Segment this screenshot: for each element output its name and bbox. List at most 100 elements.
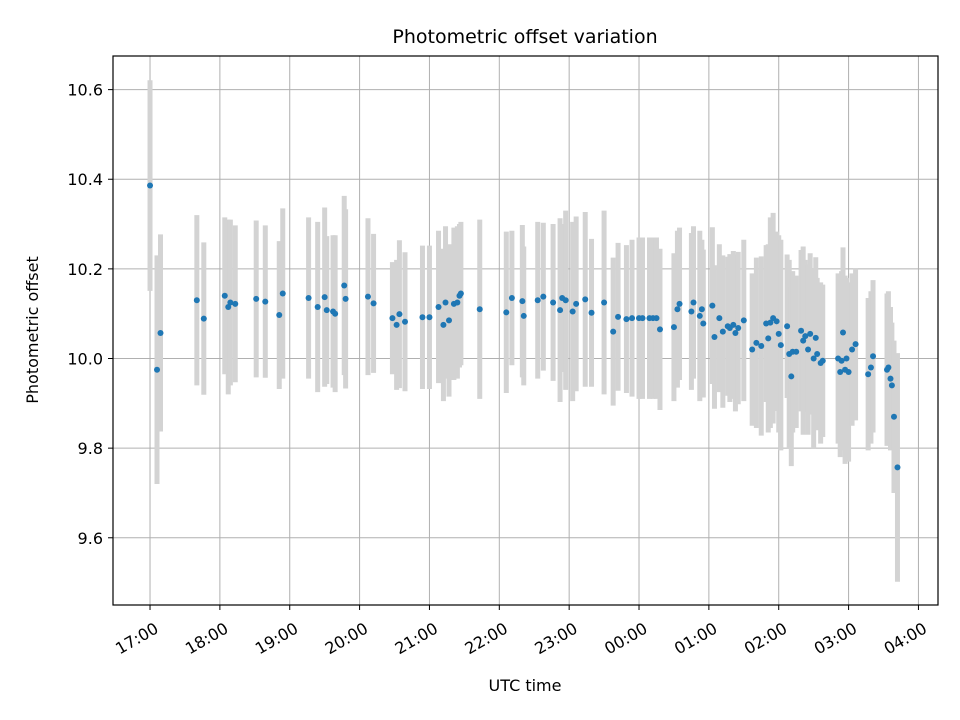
- data-point: [802, 333, 809, 340]
- data-point: [807, 330, 814, 337]
- data-point: [639, 315, 646, 322]
- data-point: [442, 299, 449, 306]
- y-tick-label: 9.6: [78, 529, 103, 548]
- data-point: [154, 366, 161, 373]
- data-point: [788, 373, 795, 380]
- data-point: [870, 353, 877, 360]
- data-point: [711, 333, 718, 340]
- data-point: [221, 292, 228, 299]
- data-point: [573, 300, 580, 307]
- data-point: [519, 298, 526, 305]
- data-point: [157, 329, 164, 336]
- y-tick-label: 10.4: [67, 170, 103, 189]
- data-point: [777, 342, 784, 349]
- data-point: [193, 297, 200, 304]
- data-point: [690, 299, 697, 306]
- y-axis-label: Photometric offset: [23, 256, 42, 404]
- data-point: [716, 315, 723, 322]
- y-tick-label: 10.0: [67, 350, 103, 369]
- data-point: [696, 312, 703, 319]
- data-point: [894, 464, 901, 471]
- data-point: [700, 320, 707, 327]
- data-point: [550, 299, 557, 306]
- y-tick-label: 10.6: [67, 81, 103, 100]
- data-point: [370, 300, 377, 307]
- data-point: [393, 321, 400, 328]
- data-point: [476, 306, 483, 313]
- y-axis-ticks: 9.6 9.8 10.0 10.2 10.4 10.6: [67, 81, 113, 548]
- plot-frame: [112, 55, 939, 606]
- data-point: [719, 328, 726, 335]
- data-point: [396, 311, 403, 318]
- data-point: [253, 295, 260, 302]
- data-point: [419, 314, 426, 321]
- data-point: [147, 182, 154, 189]
- chart-title: Photometric offset variation: [392, 26, 657, 48]
- data-point: [440, 321, 447, 328]
- data-point: [758, 342, 765, 349]
- data-point: [457, 290, 464, 297]
- data-point: [227, 299, 234, 306]
- data-point: [837, 368, 844, 375]
- data-point: [765, 335, 772, 342]
- data-point: [656, 326, 663, 333]
- data-points: [147, 182, 901, 471]
- data-point: [767, 319, 774, 326]
- data-point: [623, 316, 630, 323]
- data-point: [698, 306, 705, 313]
- data-point: [800, 337, 807, 344]
- data-point: [232, 300, 239, 307]
- data-point: [262, 298, 269, 305]
- data-point: [629, 315, 636, 322]
- data-point: [843, 355, 850, 362]
- data-point: [601, 299, 608, 306]
- data-point: [753, 339, 760, 346]
- data-point: [569, 308, 576, 315]
- data-point: [867, 364, 874, 371]
- data-point: [508, 295, 515, 302]
- data-point: [540, 293, 547, 300]
- data-point: [435, 303, 442, 310]
- data-point: [670, 324, 677, 331]
- data-point: [426, 314, 433, 321]
- data-point: [389, 315, 396, 322]
- data-point: [323, 307, 330, 314]
- data-point: [749, 346, 756, 353]
- data-point: [653, 315, 660, 322]
- data-point: [773, 318, 780, 325]
- data-point: [839, 329, 846, 336]
- data-point: [890, 413, 897, 420]
- data-point: [798, 327, 805, 334]
- data-point: [562, 297, 569, 304]
- data-point: [812, 334, 819, 341]
- data-point: [364, 293, 371, 300]
- data-point: [615, 313, 622, 320]
- data-point: [314, 303, 321, 310]
- data-point: [888, 382, 895, 389]
- data-point: [732, 329, 739, 336]
- data-point: [610, 328, 617, 335]
- data-point: [810, 355, 817, 362]
- data-point: [885, 364, 892, 371]
- data-point: [454, 299, 461, 306]
- data-point: [805, 346, 812, 353]
- y-tick-label: 10.2: [67, 260, 103, 279]
- data-point: [775, 330, 782, 337]
- data-point: [852, 341, 859, 348]
- data-point: [784, 323, 791, 330]
- data-point: [200, 315, 207, 322]
- data-point: [819, 357, 826, 364]
- data-point: [735, 325, 742, 332]
- x-axis-label: UTC time: [489, 676, 562, 695]
- data-point: [321, 294, 328, 301]
- data-point: [688, 308, 695, 315]
- data-point: [342, 295, 349, 302]
- data-point: [446, 317, 453, 324]
- data-point: [582, 296, 589, 303]
- data-point: [520, 312, 527, 319]
- data-point: [279, 290, 286, 297]
- data-point: [814, 351, 821, 358]
- data-point: [276, 312, 283, 319]
- data-point: [709, 302, 716, 309]
